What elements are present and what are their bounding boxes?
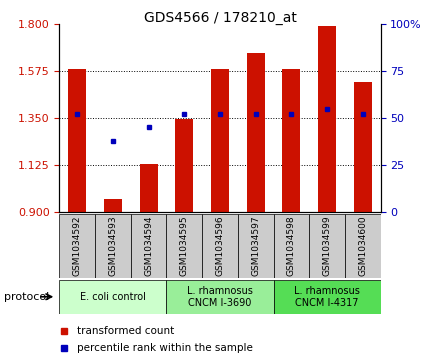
Bar (202, 214, 238, 278)
Bar (139, 164, 158, 212)
Bar (68, 69, 86, 212)
Bar (318, 26, 336, 212)
Text: GSM1034597: GSM1034597 (251, 216, 260, 276)
Bar (166, 280, 274, 314)
Bar (274, 214, 309, 278)
Text: percentile rank within the sample: percentile rank within the sample (77, 343, 253, 353)
Text: GSM1034596: GSM1034596 (216, 216, 224, 276)
Text: GSM1034592: GSM1034592 (73, 216, 82, 276)
Bar (104, 199, 122, 212)
Bar (166, 214, 202, 278)
Bar (309, 214, 345, 278)
Bar (59, 214, 95, 278)
Text: transformed count: transformed count (77, 326, 174, 336)
Bar (274, 280, 381, 314)
Bar (59, 280, 166, 314)
Text: E. coli control: E. coli control (80, 292, 146, 302)
Text: GSM1034594: GSM1034594 (144, 216, 153, 276)
Bar (131, 214, 166, 278)
Text: GSM1034600: GSM1034600 (358, 216, 367, 276)
Bar (238, 214, 274, 278)
Text: GSM1034598: GSM1034598 (287, 216, 296, 276)
Bar (95, 214, 131, 278)
Text: L. rhamnosus
CNCM I-3690: L. rhamnosus CNCM I-3690 (187, 286, 253, 307)
Text: GSM1034599: GSM1034599 (323, 216, 332, 276)
Text: GSM1034595: GSM1034595 (180, 216, 189, 276)
Text: GSM1034593: GSM1034593 (108, 216, 117, 276)
Bar (176, 119, 193, 212)
Text: GDS4566 / 178210_at: GDS4566 / 178210_at (143, 11, 297, 25)
Text: L. rhamnosus
CNCM I-4317: L. rhamnosus CNCM I-4317 (294, 286, 360, 307)
Text: protocol: protocol (4, 292, 50, 302)
Bar (345, 214, 381, 278)
Bar (354, 82, 372, 212)
Bar (282, 69, 300, 212)
Bar (211, 69, 229, 212)
Bar (247, 53, 264, 212)
